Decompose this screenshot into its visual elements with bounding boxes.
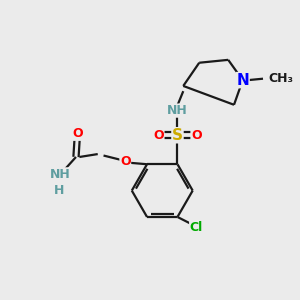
Text: NH: NH <box>50 168 70 181</box>
Text: O: O <box>153 129 164 142</box>
Text: O: O <box>120 155 130 168</box>
Text: S: S <box>172 128 183 143</box>
Text: H: H <box>54 184 64 197</box>
Text: N: N <box>236 73 249 88</box>
Text: O: O <box>72 127 83 140</box>
Text: NH: NH <box>167 104 188 117</box>
Text: Cl: Cl <box>190 220 203 234</box>
Text: O: O <box>191 129 202 142</box>
Text: CH₃: CH₃ <box>268 72 293 85</box>
